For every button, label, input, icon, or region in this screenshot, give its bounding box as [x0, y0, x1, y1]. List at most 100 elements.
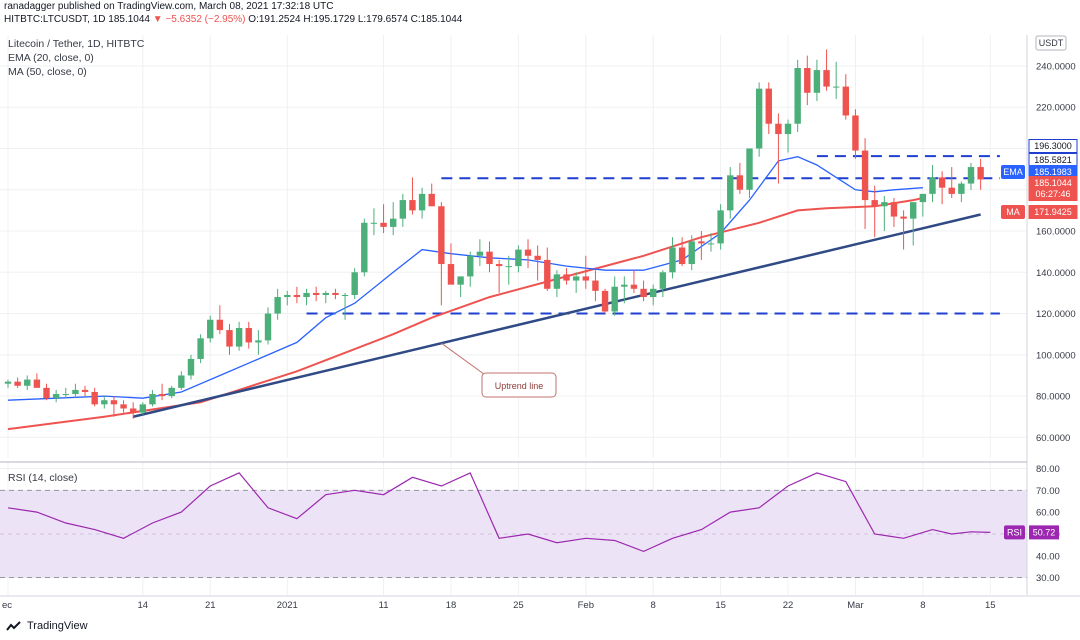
candle-body: [168, 387, 175, 397]
candle: [852, 109, 859, 159]
candle: [611, 276, 618, 316]
rsi-tick-label: 30.00: [1036, 573, 1060, 584]
price-tag-value: 171.9425: [1034, 207, 1072, 217]
candle-body: [669, 247, 676, 273]
price-tag-box: [1028, 205, 1078, 219]
candle: [168, 385, 175, 399]
candle-body: [678, 247, 686, 265]
candle-body: [120, 404, 127, 409]
uptrend-line[interactable]: [132, 213, 981, 418]
rsi-legend[interactable]: RSI (14, close): [8, 472, 78, 484]
candle: [727, 167, 734, 219]
candle-body: [746, 148, 753, 190]
candle: [129, 402, 137, 419]
candle-body: [139, 404, 147, 413]
rsi-tick-label: 80.00: [1036, 464, 1060, 475]
symbol-label[interactable]: HITBTC:LTCUSDT, 1D: [4, 14, 106, 25]
horizontal-levels: [0, 155, 1027, 579]
candle-body: [688, 241, 695, 265]
candle: [351, 268, 358, 300]
candle: [900, 210, 907, 250]
candle-body: [216, 319, 224, 331]
candle: [457, 276, 464, 298]
price-change: ▼ −5.6352 (−2.95%): [152, 14, 246, 25]
time-tick-label: 11: [379, 600, 389, 611]
candle: [91, 387, 98, 407]
candle: [765, 82, 772, 135]
rsi-line: [7, 472, 991, 553]
candle-body: [390, 218, 397, 227]
candle: [322, 290, 329, 304]
candle-body: [727, 175, 734, 211]
time-tick-label: 8: [920, 600, 925, 611]
candle-body: [341, 294, 349, 296]
candle-body: [832, 86, 840, 88]
rsi-tag-value: 50.72: [1033, 527, 1056, 537]
candle: [861, 138, 869, 229]
candle: [390, 202, 397, 236]
price-tags: 196.3000 185.5821 EMA 185.1983185.104406:27…: [1001, 139, 1078, 540]
candle: [640, 280, 647, 302]
candle: [293, 286, 301, 304]
candle: [524, 239, 532, 269]
candle-body: [255, 340, 262, 343]
candle-body: [659, 272, 667, 289]
time-tick-label: Feb: [578, 600, 594, 611]
price-axis[interactable]: 240.0000220.0000200.0000180.0000160.0000…: [1036, 61, 1076, 443]
candle-body: [515, 249, 522, 267]
chart-title[interactable]: Litecoin / Tether, 1D, HITBTC: [8, 38, 145, 50]
ema-legend[interactable]: EMA (20, close, 0): [8, 52, 94, 64]
rsi-tag-name-box: [1004, 525, 1025, 540]
candle: [226, 323, 233, 355]
candle: [43, 383, 50, 401]
candle-body: [650, 288, 657, 298]
currency-badge[interactable]: [1035, 35, 1067, 51]
candle: [81, 385, 89, 397]
candle: [399, 193, 407, 227]
candle: [264, 307, 272, 345]
candle-body: [592, 280, 599, 291]
candle-body: [486, 251, 493, 265]
candle: [428, 183, 435, 207]
tradingview-brand[interactable]: TradingView: [6, 620, 88, 632]
candle-body: [274, 297, 281, 314]
ma-50-line: [7, 197, 924, 431]
candle-body: [361, 222, 368, 273]
ma-legend[interactable]: MA (50, close, 0): [8, 66, 87, 78]
candle-body: [129, 408, 137, 413]
candle-body: [178, 375, 185, 388]
price-tag-name: EMA: [1003, 167, 1023, 177]
candle-body: [958, 183, 965, 194]
candle-body: [409, 200, 416, 211]
candle-body: [110, 400, 118, 405]
candle-body: [755, 88, 763, 149]
currency-label: USDT: [1039, 38, 1064, 48]
price-tag-box: [1028, 139, 1078, 153]
candle: [149, 389, 156, 407]
candle-body: [303, 292, 310, 298]
candle: [678, 237, 686, 267]
candle: [688, 235, 695, 271]
candle: [534, 245, 541, 281]
candle-body: [226, 330, 233, 347]
candle: [746, 148, 753, 199]
candle-body: [197, 338, 204, 359]
callout-pointer: [441, 342, 489, 378]
candle: [255, 330, 262, 355]
candle-body: [736, 175, 744, 190]
time-tick-label: 2021: [277, 600, 298, 611]
candle: [505, 255, 512, 285]
candle: [650, 284, 657, 306]
candle: [669, 237, 676, 279]
time-tick-label: 15: [715, 600, 726, 611]
brand-name: TradingView: [27, 620, 88, 632]
candle: [110, 396, 118, 417]
price-tag-name-box: [1001, 165, 1025, 179]
candle-body: [553, 274, 561, 289]
candle-body: [24, 379, 31, 386]
time-axis[interactable]: ec 14 21 2021 11 18 25 Feb 8 15 22 Mar 8 15: [2, 600, 996, 611]
candle: [72, 383, 79, 399]
ema-20-line: [7, 156, 923, 401]
